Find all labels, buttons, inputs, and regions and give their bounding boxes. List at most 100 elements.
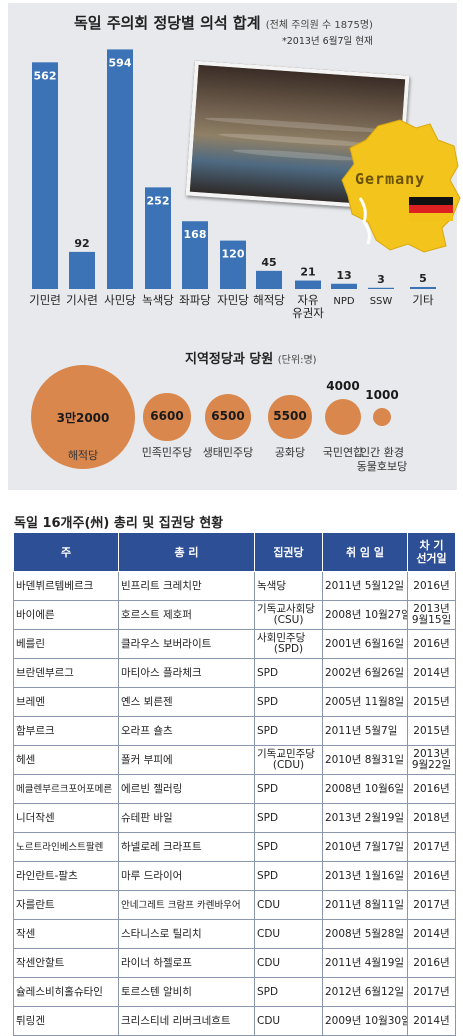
table-row: 노르트라인베스트팔렌 하넬로레 크라프트 SPD 2010년 7월17일 2017년 — [13, 832, 456, 862]
table-cell: 토르스텐 알비히 — [118, 977, 255, 1007]
bar-category-label: 녹색당 — [142, 293, 174, 307]
table-cell: 바덴뷔르템베르크 — [13, 571, 119, 601]
table-cell: CDU — [254, 890, 323, 920]
table-header-2: 집권당 — [254, 532, 323, 572]
table-cell: 2012년 6월12일 — [322, 977, 408, 1007]
bubble-category-label: 공화당 — [274, 446, 306, 459]
table-title: 독일 16개주(州) 총리 및 집권당 현황 — [14, 516, 224, 531]
bar-6 — [256, 270, 282, 289]
flag-stripe-red — [409, 205, 453, 213]
table-cell: 2015년 — [407, 687, 456, 717]
bubble-value-label: 6600 — [150, 409, 184, 423]
table-cell: 라인란트-팔츠 — [13, 861, 119, 891]
table-cell: 2013년 2월19일 — [322, 803, 408, 833]
table-cell: 2001년 6월16일 — [322, 629, 408, 659]
table-cell: 기독교민주당 (CDU) — [254, 745, 323, 775]
table-cell: 슈테판 바일 — [118, 803, 255, 833]
table-cell: 2017년 — [407, 977, 456, 1007]
bar-category-label: 기민련 — [29, 293, 61, 307]
table-row: 메클렌부르크포어포메른 에르빈 젤러링 SPD 2008년 10월6일 2016년 — [13, 774, 456, 804]
bar-10 — [410, 286, 436, 289]
table-cell: SPD — [254, 687, 323, 717]
bar-value-label: 3 — [377, 273, 385, 286]
bar-7 — [295, 280, 321, 289]
bar-2 — [107, 49, 133, 289]
bar-9 — [368, 287, 394, 289]
bubble-2 — [204, 393, 252, 441]
table-cell: 2013년 9월22일 — [407, 745, 456, 775]
table-cell: 마루 드라이어 — [118, 861, 255, 891]
table-cell: 안네그레트 크람프 카렌바우어 — [118, 890, 255, 920]
table-cell: 옌스 뵈른젠 — [118, 687, 255, 717]
table-cell: 브란덴부르그 — [13, 658, 119, 688]
bar-3 — [145, 187, 171, 289]
table-row: 슐레스비히홀슈타인 토르스텐 알비히 SPD 2012년 6월12일 2017년 — [13, 977, 456, 1007]
table-header-1: 총 리 — [118, 532, 255, 572]
table-cell: 베를린 — [13, 629, 119, 659]
table-cell: 녹색당 — [254, 571, 323, 601]
table-cell: 2016년 — [407, 629, 456, 659]
bar-category-label: 좌파당 — [179, 293, 211, 307]
table-cell: 2011년 5월7일 — [322, 716, 408, 746]
bar-category-label: 해적당 — [253, 293, 285, 307]
bubble-value-label: 5500 — [273, 409, 307, 423]
bar-4 — [182, 221, 208, 289]
table-row: 니더작센 슈테판 바일 SPD 2013년 2월19일 2018년 — [13, 803, 456, 833]
table-cell: 에르빈 젤러링 — [118, 774, 255, 804]
table-cell: 튀링겐 — [13, 1006, 119, 1036]
table-cell: 2008년 5월28일 — [322, 919, 408, 949]
bar-value-label: 252 — [147, 194, 170, 207]
table-cell: 2009년 10월30일 — [322, 1006, 408, 1036]
bar-category-label: SSW — [370, 296, 393, 307]
table-row: 작센안할트 라이너 하젤로프 CDU 2011년 4월19일 2016년 — [13, 948, 456, 978]
bubble-category-label: 동물호보당 — [356, 460, 408, 473]
table-cell: 기독교사회당 (CSU) — [254, 600, 323, 630]
table-cell: 2013년 9월15일 — [407, 600, 456, 630]
table-cell: 클라우스 보버라이트 — [118, 629, 255, 659]
table-cell: 2008년 10월6일 — [322, 774, 408, 804]
table-cell: SPD — [254, 832, 323, 862]
bubble-4 — [324, 398, 362, 436]
table-header-4: 차 기 선거일 — [407, 532, 456, 572]
table-cell: CDU — [254, 1006, 323, 1036]
bar-category-label: 기사련 — [66, 293, 98, 307]
table-cell: 사회민주당 (SPD) — [254, 629, 323, 659]
table-cell: SPD — [254, 658, 323, 688]
bar-value-label: 562 — [34, 69, 57, 82]
table-row: 베를린 클라우스 보버라이트 사회민주당 (SPD) 2001년 6월16일 2016년 — [13, 629, 456, 659]
bubble-category-label: 국민연합 — [322, 446, 364, 459]
bubble-5 — [372, 407, 392, 427]
bar-value-label: 594 — [109, 56, 132, 69]
table-cell: 폴커 부피에 — [118, 745, 255, 775]
table-cell: 크리스티네 리버크네흐트 — [118, 1006, 255, 1036]
bar-category-label: 사민당 — [104, 293, 136, 307]
bubble-value-label: 4000 — [326, 378, 360, 393]
table-cell: 2017년 — [407, 890, 456, 920]
table-cell: 2008년 10월27일 — [322, 600, 408, 630]
table-cell: 2018년 — [407, 803, 456, 833]
table-cell: 마티아스 플라체크 — [118, 658, 255, 688]
table-cell: 브레멘 — [13, 687, 119, 717]
bar-category-label: 유권자 — [292, 306, 324, 320]
table-cell: 2014년 — [407, 1006, 456, 1036]
bar-5 — [220, 240, 246, 289]
table-row: 작센 스타니스로 틸리치 CDU 2008년 5월28일 2014년 — [13, 919, 456, 949]
table-row: 함부르크 오라프 숄츠 SPD 2011년 5월7일 2015년 — [13, 716, 456, 746]
table-cell: SPD — [254, 716, 323, 746]
bar-value-label: 5 — [419, 272, 427, 285]
bar-value-label: 13 — [336, 269, 351, 282]
bubble-chart: 3만2000 해적당 6600 민족민주당 6500 생태민주당 5500 공화당 4000 국민… — [0, 0, 463, 490]
bubble-value-label: 6500 — [211, 409, 245, 423]
bar-1 — [69, 251, 95, 289]
table-header-0: 주 — [13, 532, 119, 572]
bubble-category-label: 인간 환경 — [360, 446, 404, 459]
germany-flag-icon — [409, 197, 453, 221]
bar-value-label: 120 — [222, 248, 245, 261]
table-cell: 메클렌부르크포어포메른 — [13, 774, 119, 804]
bar-8 — [331, 283, 357, 289]
table-cell: 2005년 11월8일 — [322, 687, 408, 717]
table-cell: 니더작센 — [13, 803, 119, 833]
table-cell: 2011년 4월19일 — [322, 948, 408, 978]
table-cell: CDU — [254, 948, 323, 978]
